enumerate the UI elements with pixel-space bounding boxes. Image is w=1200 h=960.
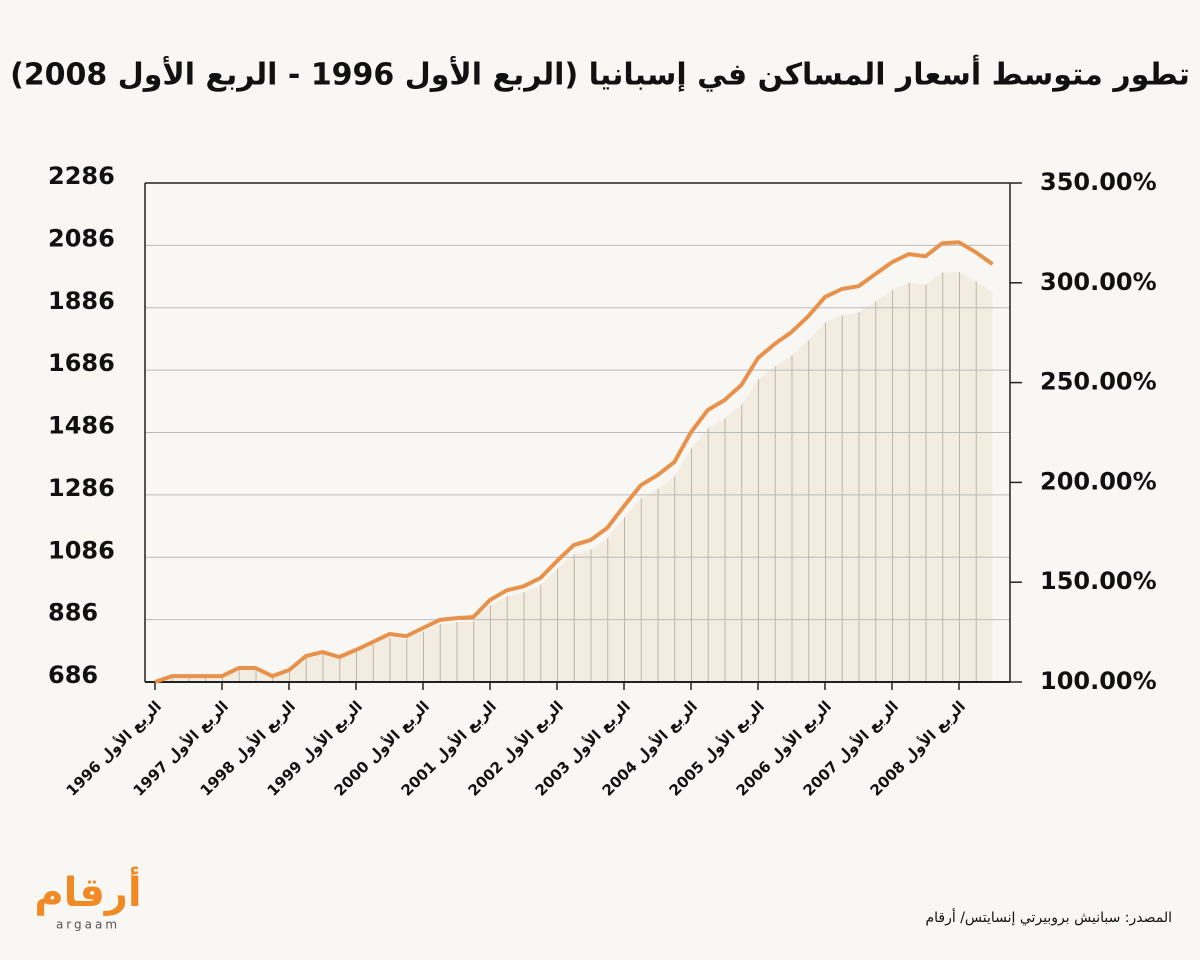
y-tick-label: 1486 bbox=[48, 412, 115, 440]
line bbox=[154, 240, 994, 684]
y-tick-label: 2086 bbox=[48, 224, 115, 252]
y2-tick-label: 250.00% bbox=[1040, 368, 1157, 396]
y-tick-label: 886 bbox=[48, 599, 98, 627]
source: المصدر: سبانيش بروبيرتي إنسايتس/ أرقام bbox=[925, 908, 1172, 926]
y-tick-label: 1686 bbox=[48, 349, 115, 377]
y-tick-label: 2286 bbox=[48, 162, 115, 190]
y2-tick-label: 100.00% bbox=[1040, 667, 1157, 695]
chart-title: تطور متوسط أسعار المساكن في إسبانيا (الر… bbox=[10, 55, 1190, 93]
y-tick-label: 1286 bbox=[48, 474, 115, 502]
y-tick-label: 686 bbox=[48, 661, 98, 689]
y-tick-label: 1086 bbox=[48, 536, 115, 564]
y-tick-label: 1886 bbox=[48, 287, 115, 315]
logo: أرقام bbox=[34, 866, 141, 916]
y2-tick-label: 150.00% bbox=[1040, 567, 1157, 595]
logo-latin: argaam bbox=[56, 918, 120, 932]
y2-tick-label: 200.00% bbox=[1040, 467, 1157, 495]
y2-tick-label: 350.00% bbox=[1040, 168, 1157, 196]
y2-tick-label: 300.00% bbox=[1040, 268, 1157, 296]
area bbox=[155, 271, 993, 682]
